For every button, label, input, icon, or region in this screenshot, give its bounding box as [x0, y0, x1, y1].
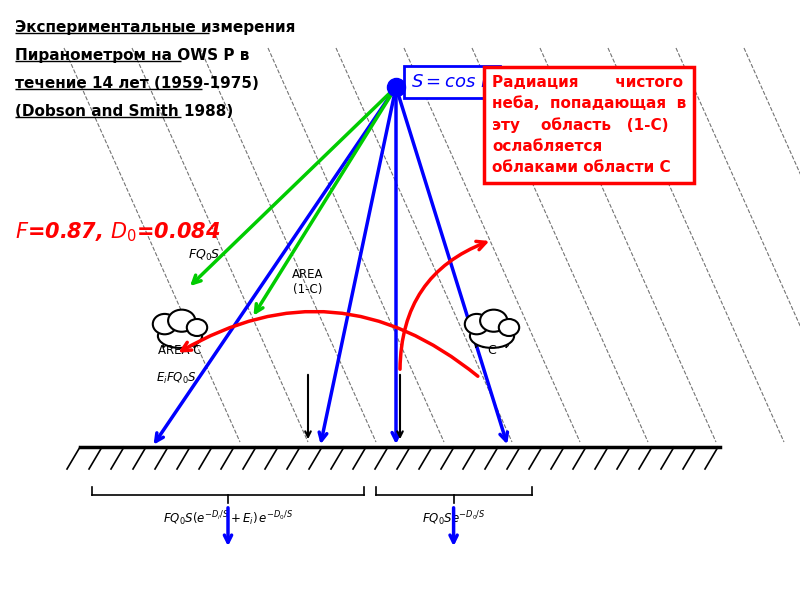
FancyArrowPatch shape — [400, 241, 486, 369]
Text: AREA
(1-C): AREA (1-C) — [292, 268, 324, 296]
Text: Экспериментальные измерения: Экспериментальные измерения — [15, 20, 295, 35]
Text: $FQ_0S(e^{-D_i/S}+E_i)\,e^{-D_0/S}$: $FQ_0S(e^{-D_i/S}+E_i)\,e^{-D_0/S}$ — [162, 509, 294, 529]
FancyArrowPatch shape — [182, 311, 478, 376]
Text: (Dobson and Smith 1988): (Dobson and Smith 1988) — [15, 104, 234, 119]
Ellipse shape — [480, 310, 507, 332]
Text: $E_iFQ_0S$: $E_iFQ_0S$ — [156, 370, 197, 386]
Text: C: C — [488, 344, 496, 358]
Text: $FQ_0Se^{-D_0/S}$: $FQ_0Se^{-D_0/S}$ — [422, 509, 486, 529]
Ellipse shape — [465, 314, 489, 334]
Ellipse shape — [470, 324, 514, 348]
Text: $\mathit{S=cos\ h}$: $\mathit{S=cos\ h}$ — [411, 73, 493, 91]
Text: AREA C: AREA C — [158, 344, 202, 358]
Text: Пиранометром на OWS P в: Пиранометром на OWS P в — [15, 48, 250, 63]
Ellipse shape — [153, 314, 177, 334]
Text: $\mathit{F}$=0.87, $\mathit{D_0}$=0.084: $\mathit{F}$=0.87, $\mathit{D_0}$=0.084 — [15, 220, 221, 244]
Text: $FQ_0S$: $FQ_0S$ — [188, 247, 220, 263]
Ellipse shape — [187, 319, 207, 336]
Ellipse shape — [168, 310, 195, 332]
Ellipse shape — [499, 319, 519, 336]
Ellipse shape — [158, 324, 202, 348]
Text: Радиация       чистого
неба,  попадающая  в
эту    область   (1-С)
ослабляется
о: Радиация чистого неба, попадающая в эту … — [492, 75, 686, 175]
Text: течение 14 лет (1959-1975): течение 14 лет (1959-1975) — [15, 76, 259, 91]
